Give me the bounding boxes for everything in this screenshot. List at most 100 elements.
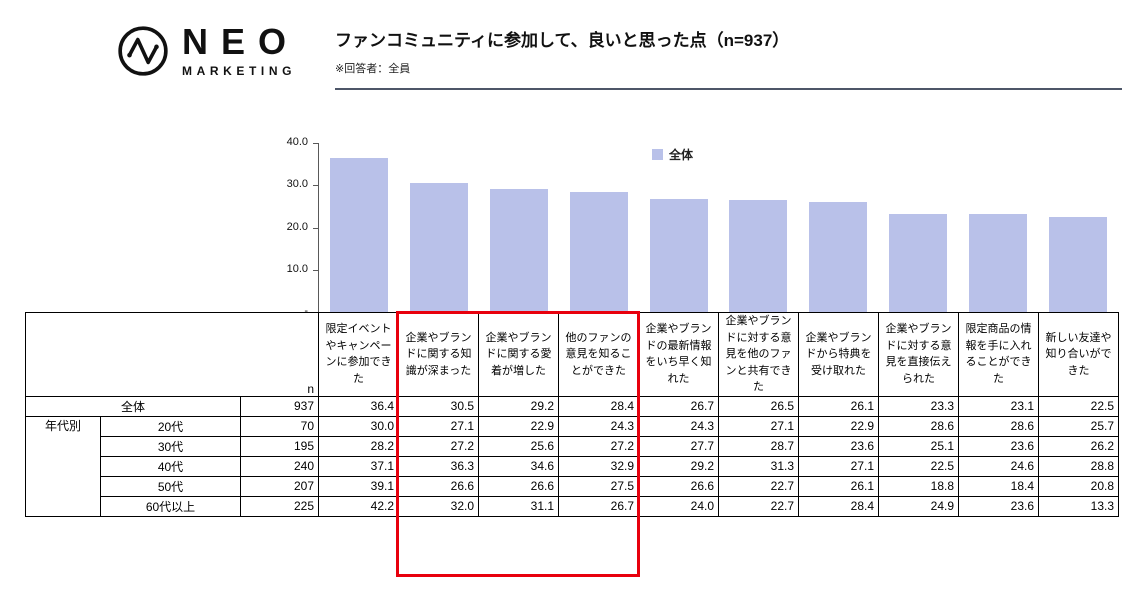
- cell-value: 30.5: [398, 395, 480, 417]
- category-header: 企業やブランドに対する意見を他のファンと共有できた: [718, 312, 800, 397]
- cell-value: 22.5: [1038, 395, 1120, 417]
- row-n-value: 937: [239, 395, 320, 417]
- cell-value: 18.8: [878, 475, 960, 497]
- category-header: 限定イベントやキャンペーンに参加できた: [318, 312, 400, 397]
- cell-value: 26.5: [718, 395, 800, 417]
- cell-value: 24.6: [958, 455, 1040, 477]
- cell-value: 37.1: [318, 455, 400, 477]
- category-header: 企業やブランドの最新情報をいち早く知れた: [638, 312, 720, 397]
- cell-value: 28.6: [958, 415, 1040, 437]
- cell-value: 28.8: [1038, 455, 1120, 477]
- category-header: 企業やブランドに関する知識が深まった: [398, 312, 480, 397]
- cell-value: 26.2: [1038, 435, 1120, 457]
- chart-legend: 全体: [652, 146, 693, 163]
- table-row: 全体 937 36.4 30.5 29.2 28.4 26.7 26.5 26.1 23.3 23.…: [25, 395, 1120, 417]
- bar-slot: [319, 143, 399, 312]
- row-label: 40代: [100, 455, 241, 477]
- cell-value: 27.1: [398, 415, 480, 437]
- group-label: 年代別: [25, 415, 101, 517]
- data-table: n 限定イベントやキャンペーンに参加できた 企業やブランドに関する知識が深まった 企…: [24, 312, 1120, 517]
- y-axis-tick-mark: [313, 185, 318, 187]
- row-n-value: 240: [239, 455, 320, 477]
- bar: [889, 213, 948, 312]
- cell-value: 23.6: [958, 495, 1040, 517]
- cell-value: 25.7: [1038, 415, 1120, 437]
- neo-marketing-logo-icon: [116, 24, 170, 78]
- bar-slot: [719, 143, 799, 312]
- header-divider: [335, 88, 1122, 90]
- bar: [809, 201, 868, 312]
- page-title: ファンコミュニティに参加して、良いと思った点（n=937）: [335, 31, 790, 50]
- cell-value: 20.8: [1038, 475, 1120, 497]
- cell-value: 23.6: [798, 435, 880, 457]
- cell-value: 24.3: [638, 415, 720, 437]
- row-n-value: 70: [239, 415, 320, 437]
- cell-value: 39.1: [318, 475, 400, 497]
- brand-subtitle: MARKETING: [182, 64, 297, 78]
- category-header-row: n 限定イベントやキャンペーンに参加できた 企業やブランドに関する知識が深まった 企…: [24, 312, 1120, 397]
- title-block: ファンコミュニティに参加して、良いと思った点（n=937） ※回答者：全員: [335, 26, 1122, 76]
- y-axis-tick-mark: [313, 269, 318, 271]
- cell-value: 22.7: [718, 475, 800, 497]
- n-label: n: [307, 381, 315, 396]
- row-n-value: 225: [239, 495, 320, 517]
- cell-value: 26.7: [638, 395, 720, 417]
- y-axis-tick-label: 30.0: [286, 178, 308, 191]
- cell-value: 27.7: [638, 435, 720, 457]
- cell-value: 13.3: [1038, 495, 1120, 517]
- table-row: 年代別 20代 70 30.0 27.1 22.9 24.3 24.3 27.1 22.9 28.6…: [25, 415, 1120, 517]
- cell-value: 29.2: [638, 455, 720, 477]
- table-row: 50代 207 39.1 26.6 26.6 27.5 26.6 22.7 26.1 18.8 18…: [26, 475, 1120, 497]
- cell-value: 26.1: [798, 395, 880, 417]
- cell-value: 25.1: [878, 435, 960, 457]
- cell-value: 28.2: [318, 435, 400, 457]
- category-header: 限定商品の情報を手に入れることができた: [958, 312, 1040, 397]
- category-header: 企業やブランドに対する意見を直接伝えられた: [878, 312, 960, 397]
- cell-value: 27.2: [398, 435, 480, 457]
- cell-value: 27.1: [718, 415, 800, 437]
- table-body: 全体 937 36.4 30.5 29.2 28.4 26.7 26.5 26.1 23.3 23.…: [25, 395, 1120, 517]
- cell-value: 25.6: [478, 435, 560, 457]
- brand-wordmark: NEO MARKETING: [182, 24, 299, 79]
- cell-value: 36.3: [398, 455, 480, 477]
- bar-slot: [399, 143, 479, 312]
- cell-value: 26.6: [638, 475, 720, 497]
- cell-value: 28.4: [558, 395, 640, 417]
- cell-value: 27.1: [798, 455, 880, 477]
- page-subtitle: ※回答者：全員: [335, 63, 411, 75]
- cell-value: 32.9: [558, 455, 640, 477]
- y-axis-tick-label: 20.0: [286, 220, 308, 233]
- category-header: 新しい友達や知り合いができた: [1038, 312, 1120, 397]
- legend-label: 全体: [669, 148, 694, 162]
- cell-value: 22.7: [718, 495, 800, 517]
- cell-value: 26.6: [478, 475, 560, 497]
- table-row: 40代 240 37.1 36.3 34.6 32.9 29.2 31.3 27.1 22.5 24…: [26, 455, 1120, 477]
- bar-slot: [798, 143, 878, 312]
- category-header: 企業やブランドから特典を受け取れた: [798, 312, 880, 397]
- table-row: 30代 195 28.2 27.2 25.6 27.2 27.7 28.7 23.6 25.1 23…: [26, 435, 1120, 457]
- row-n-value: 195: [239, 435, 320, 457]
- bar: [329, 158, 388, 312]
- cell-value: 23.6: [958, 435, 1040, 457]
- cell-value: 22.9: [478, 415, 560, 437]
- bar: [1049, 216, 1108, 312]
- cell-value: 29.2: [478, 395, 560, 417]
- cell-value: 30.0: [318, 415, 400, 437]
- cell-value: 18.4: [958, 475, 1040, 497]
- y-axis-tick-mark: [313, 227, 318, 229]
- row-label: 30代: [100, 435, 241, 457]
- plot-area: [318, 143, 1118, 312]
- bar: [409, 183, 468, 312]
- cell-value: 27.5: [558, 475, 640, 497]
- row-label: 50代: [100, 475, 241, 497]
- y-axis-tick-label: 10.0: [286, 262, 308, 275]
- bar: [729, 200, 788, 312]
- table-row: 60代以上 225 42.2 32.0 31.1 26.7 24.0 22.7 28.4 24.9…: [26, 495, 1120, 517]
- cell-value: 31.1: [478, 495, 560, 517]
- bar: [569, 192, 628, 312]
- cell-value: 28.4: [798, 495, 880, 517]
- y-axis-tick-label: 40.0: [286, 136, 308, 148]
- row-n-value: 207: [239, 475, 320, 497]
- n-column-header: n: [24, 312, 320, 397]
- cell-value: 26.7: [558, 495, 640, 517]
